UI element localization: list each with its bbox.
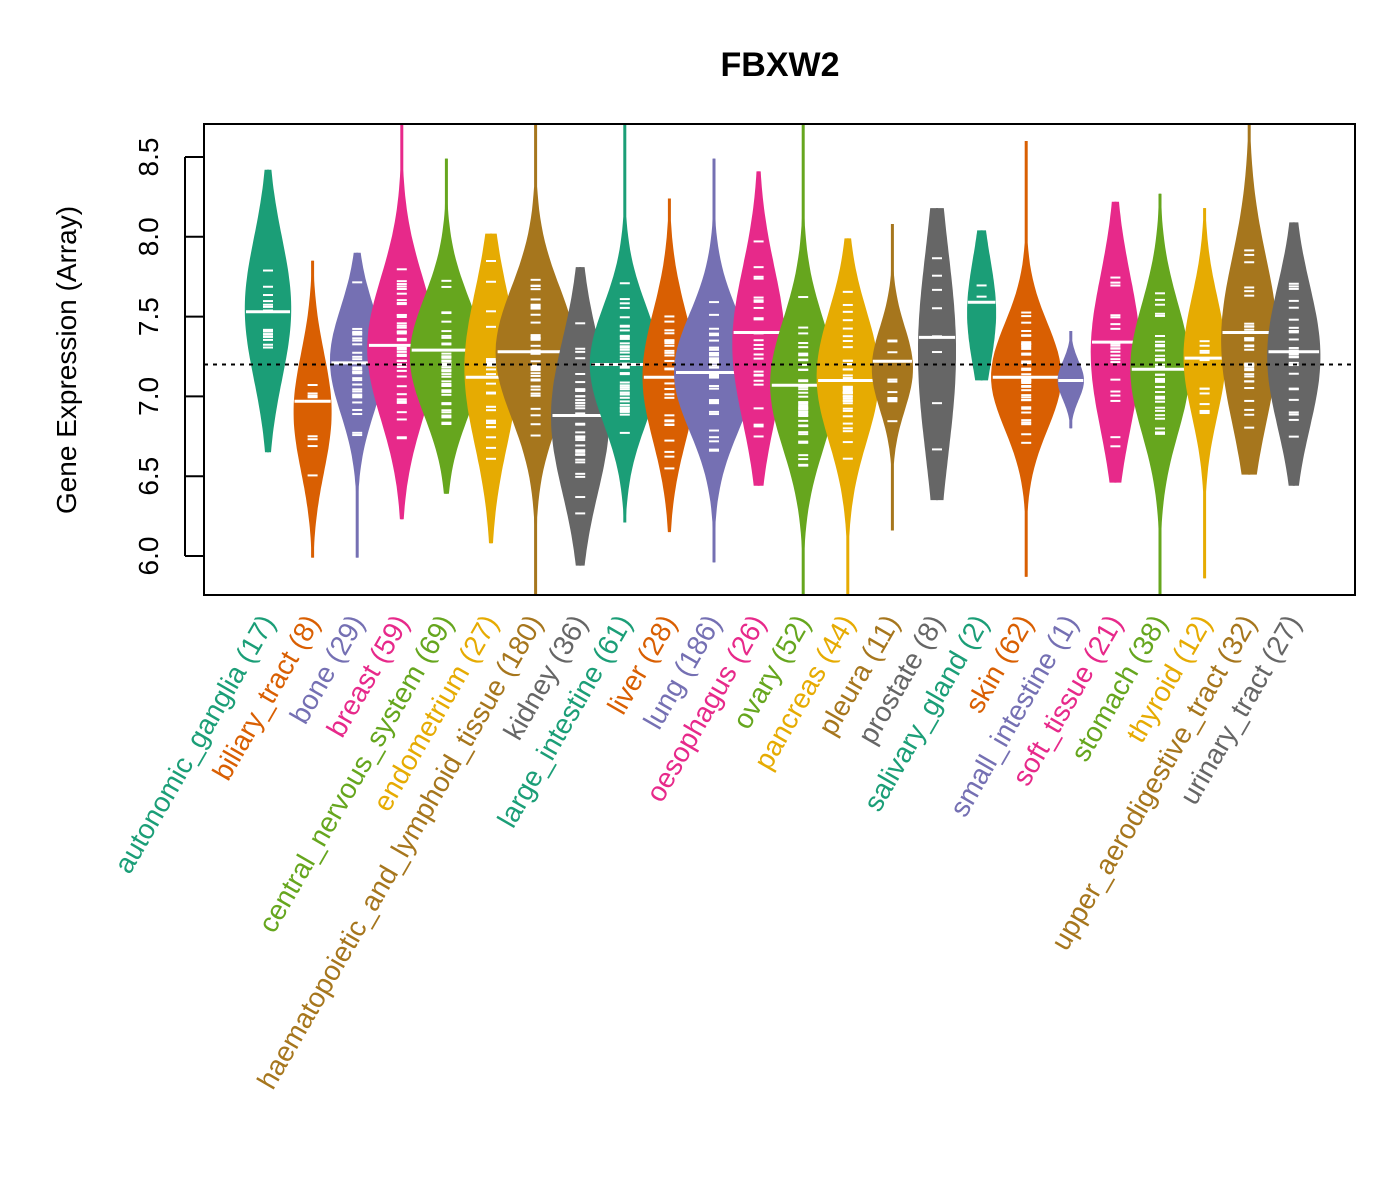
violin-body xyxy=(1221,124,1278,475)
plot-frame xyxy=(203,123,1356,596)
violin-autonomic_ganglia xyxy=(244,169,292,453)
y-tick-label: 8.5 xyxy=(133,138,164,177)
violin-body xyxy=(871,224,913,531)
y-tick-label: 6.5 xyxy=(133,457,164,496)
violin-breast xyxy=(367,124,437,520)
violin-body xyxy=(732,171,785,486)
violin-body xyxy=(409,158,483,494)
violin-body xyxy=(918,208,956,501)
violin-pleura xyxy=(871,224,913,531)
violin-soft_tissue xyxy=(1090,201,1141,483)
violins xyxy=(244,124,1321,595)
y-axis: 6.0 6.5 7.0 7.5 8.0 8.5 xyxy=(133,138,204,576)
violin-ovary xyxy=(770,124,837,595)
violin-urinary_tract xyxy=(1267,222,1321,486)
violin-body xyxy=(991,141,1062,577)
x-axis-labels: autonomic_ganglia (17)biliary_tract (8)b… xyxy=(108,610,1307,1095)
violin-body xyxy=(589,124,660,523)
violin-salivary_gland xyxy=(967,230,997,381)
y-axis-label: Gene Expression (Array) xyxy=(51,206,82,514)
violin-body xyxy=(1130,193,1190,595)
violin-body xyxy=(495,124,576,595)
violin-haematopoietic_and_lymphoid_tissue xyxy=(495,124,576,595)
violin-stomach xyxy=(1130,193,1190,595)
violin-skin xyxy=(991,141,1062,577)
violin-upper_aerodigestive_tract xyxy=(1221,124,1278,475)
violin-body xyxy=(642,198,697,533)
y-tick-label: 6.0 xyxy=(133,537,164,576)
violin-central_nervous_system xyxy=(409,158,483,494)
violin-pancreas xyxy=(816,238,879,595)
violin-body xyxy=(967,230,997,381)
violin-liver xyxy=(642,198,697,533)
violin-biliary_tract xyxy=(293,260,332,558)
violin-oesophagus xyxy=(732,171,785,486)
y-tick-label: 7.5 xyxy=(133,297,164,336)
violin-body xyxy=(367,124,437,520)
violin-thyroid xyxy=(1183,208,1226,579)
y-tick-label: 7.0 xyxy=(133,377,164,416)
chart-title: FBXW2 xyxy=(721,46,840,84)
violin-small_intestine xyxy=(1057,330,1084,429)
violin-prostate xyxy=(918,208,956,501)
violin-body xyxy=(293,260,332,558)
y-tick-label: 8.0 xyxy=(133,217,164,256)
